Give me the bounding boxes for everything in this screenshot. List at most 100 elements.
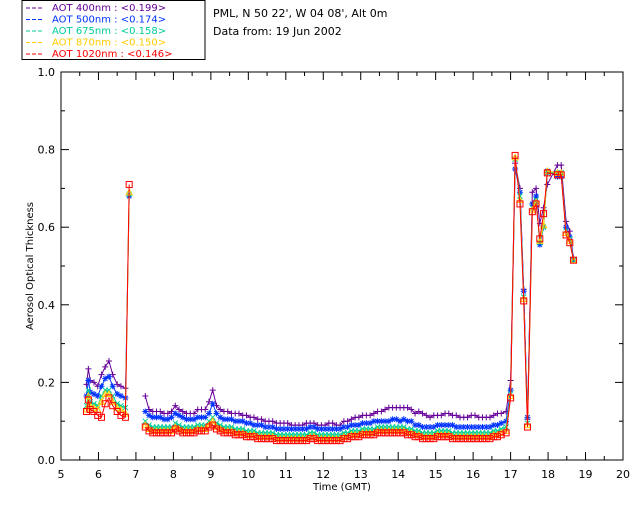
data-point [265, 435, 273, 443]
data-point [298, 434, 307, 442]
data-point [441, 433, 449, 441]
data-point [179, 414, 186, 421]
data-point [497, 431, 505, 439]
data-point [97, 397, 106, 405]
data-point [352, 422, 359, 429]
data-point [105, 389, 113, 398]
data-point [313, 434, 322, 442]
series-1 [83, 166, 577, 432]
data-point [97, 413, 105, 421]
data-point [464, 435, 472, 443]
data-point [419, 410, 426, 417]
data-point [493, 433, 501, 441]
data-point [295, 437, 303, 445]
data-point [408, 418, 415, 425]
series-layer [82, 151, 578, 445]
data-point [84, 396, 92, 404]
data-point [489, 430, 498, 438]
data-point [321, 437, 329, 445]
data-point [400, 429, 408, 437]
y-tick-label: 1.0 [38, 66, 56, 79]
data-point [269, 424, 276, 431]
data-point [239, 431, 247, 439]
data-point [367, 412, 374, 419]
data-point [85, 365, 92, 372]
data-point [205, 410, 212, 417]
data-point [109, 402, 117, 410]
data-point [168, 429, 176, 437]
data-point [355, 433, 363, 441]
data-point [239, 418, 246, 425]
data-point [277, 425, 284, 432]
data-point [533, 185, 540, 192]
data-point [529, 200, 536, 207]
data-point [362, 428, 371, 436]
data-point [453, 412, 460, 419]
data-point [220, 426, 228, 434]
data-point [125, 181, 133, 189]
data-point [490, 422, 497, 429]
data-point [422, 432, 431, 440]
data-point [381, 426, 389, 434]
data-point [283, 434, 292, 442]
data-point [262, 424, 269, 431]
data-point [528, 208, 536, 216]
data-point [284, 420, 291, 427]
data-point [314, 425, 321, 432]
data-point [280, 434, 288, 442]
data-point [250, 433, 258, 441]
data-point [176, 406, 183, 413]
site-location: PML, N 50 22', W 04 08', Alt 0m [213, 7, 387, 20]
data-point [209, 387, 216, 394]
data-point [217, 414, 224, 421]
data-point [142, 392, 149, 399]
x-tick-label: 19 [579, 468, 593, 481]
data-point [307, 424, 314, 431]
data-point [242, 433, 250, 441]
data-point [533, 193, 540, 200]
data-point [412, 422, 419, 429]
legend-entry: AOT 1020nm : <0.146> [52, 49, 172, 60]
data-point [332, 437, 340, 445]
data-point [479, 435, 486, 443]
data-point [208, 417, 217, 425]
data-point [164, 429, 172, 437]
data-point [434, 433, 442, 441]
data-point [141, 423, 149, 431]
data-point [377, 426, 386, 434]
series-line [144, 155, 574, 442]
data-point [105, 358, 112, 365]
data-point [175, 427, 183, 435]
data-point [148, 426, 157, 434]
data-point [388, 426, 397, 434]
legend: AOT 400nm : <0.199>AOT 500nm : <0.174>AO… [21, 0, 206, 60]
series-line [86, 192, 130, 415]
data-point [310, 424, 317, 431]
data-point [168, 414, 175, 421]
data-point [507, 394, 515, 402]
data-point [494, 422, 501, 429]
data-point [456, 435, 464, 443]
data-point [114, 391, 121, 398]
x-tick-label: 6 [95, 468, 102, 481]
data-point [94, 392, 101, 399]
series-line [86, 184, 130, 419]
data-point [276, 437, 284, 445]
data-point [224, 408, 231, 415]
data-point [216, 427, 224, 435]
plot-frame [60, 71, 624, 461]
series-3 [82, 153, 578, 442]
data-point [558, 162, 565, 169]
data-point [475, 424, 482, 431]
data-point [344, 424, 351, 431]
data-point [438, 422, 445, 429]
data-point [161, 416, 168, 423]
data-point [351, 430, 359, 438]
data-point [370, 431, 378, 439]
data-point [486, 435, 494, 443]
data-point [392, 426, 401, 434]
data-point [419, 435, 427, 443]
data-point [171, 425, 179, 433]
y-tick-label: 0.8 [38, 144, 56, 157]
x-axis-label: Time (GMT) [312, 482, 371, 493]
